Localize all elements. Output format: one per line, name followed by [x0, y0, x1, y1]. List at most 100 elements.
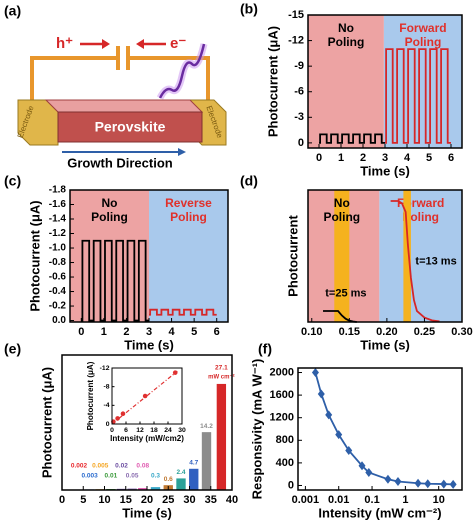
x-tick-label: 18	[150, 427, 158, 434]
x-tick-label: 40	[226, 494, 238, 506]
y-axis-label: Responsivity (mA W⁻¹)	[249, 359, 264, 500]
series-line	[319, 133, 385, 144]
x-tick-label: 3	[382, 152, 388, 164]
x-axis-label: Time (s)	[122, 505, 172, 520]
y-tick-label: 2000	[270, 366, 294, 378]
marker	[311, 368, 319, 378]
panel-label: (e)	[4, 341, 21, 357]
marker	[325, 410, 333, 420]
region-label: No	[102, 196, 118, 210]
panel-label: (f)	[258, 341, 272, 357]
annotation: t=13 ms	[415, 255, 456, 267]
x-tick-label: 0.25	[414, 326, 435, 338]
x-tick-label: 24	[164, 427, 172, 434]
y-tick-label: -8	[103, 383, 109, 390]
panel-label: (d)	[240, 173, 258, 189]
series-line	[81, 239, 149, 322]
marker	[120, 411, 126, 417]
x-axis-label: Time (s)	[360, 337, 410, 352]
x-tick-label: 5	[191, 326, 197, 338]
hole-label: h⁺	[56, 35, 73, 52]
region	[308, 15, 384, 148]
x-tick-label: 0.001	[292, 494, 320, 506]
marker	[440, 479, 448, 489]
x-tick-label: 0.10	[301, 326, 322, 338]
arrow-head	[136, 39, 144, 49]
y-tick-label: -4	[103, 402, 109, 409]
x-tick-label: 4	[404, 152, 411, 164]
bar	[150, 487, 161, 490]
y-tick-label: 0	[288, 479, 294, 491]
arrow-head	[102, 39, 110, 49]
y-tick-label: 1200	[270, 412, 294, 424]
x-tick-label: 3	[146, 326, 152, 338]
region-label: Poling	[328, 35, 365, 49]
region-label: Reverse	[165, 196, 212, 210]
y-tick-label: -0.6	[49, 272, 67, 283]
y-tick-label: 0.0	[52, 315, 66, 326]
wire	[30, 56, 210, 105]
x-tick-label: 2	[123, 326, 129, 338]
region	[334, 190, 350, 322]
intensity-label: 0.6	[164, 476, 173, 483]
series-line	[385, 48, 451, 144]
y-tick-label: -12	[100, 365, 110, 372]
marker	[365, 467, 373, 477]
intensity-label: 4.7	[189, 460, 198, 467]
series-line	[149, 308, 217, 316]
x-tick-label: 10	[98, 494, 110, 506]
x-tick-label: 0.20	[376, 326, 397, 338]
y-tick-label: -6	[294, 86, 304, 98]
slab-front	[57, 111, 203, 143]
intensity-label: 0.02	[115, 463, 128, 470]
x-tick-label: 6	[448, 152, 454, 164]
x-tick-label: 1	[338, 152, 344, 164]
y-tick-label: -9	[294, 60, 304, 72]
y-tick-label: -12	[288, 34, 304, 46]
x-tick-label: 10	[433, 494, 445, 506]
plot-frame	[111, 367, 183, 425]
y-tick-label: -0.4	[49, 286, 67, 297]
marker	[142, 393, 148, 399]
light-wave	[158, 43, 206, 99]
intensity-label: 0.005	[92, 463, 109, 470]
intensity-label: 0.3	[151, 473, 160, 480]
panel-label: (b)	[240, 1, 258, 17]
marker	[345, 445, 353, 455]
y-axis-label: Photocurrent	[285, 215, 300, 297]
y-tick-label: 1600	[270, 389, 294, 401]
y-tick-label: 800	[276, 434, 294, 446]
marker	[115, 416, 120, 421]
region	[149, 190, 228, 322]
x-axis-label: Time (s)	[124, 337, 174, 352]
region-label: Poling	[170, 210, 207, 224]
x-tick-label: 15	[120, 494, 132, 506]
bar	[189, 468, 199, 490]
region	[403, 190, 411, 322]
y-axis-label: Photocurrent (μA)	[27, 200, 42, 311]
intensity-label: 0.002	[71, 463, 88, 470]
y-tick-label: -1.2	[49, 228, 67, 239]
x-axis-label: Time (s)	[360, 163, 410, 178]
series-line	[111, 370, 178, 425]
y-tick-label: 0	[106, 421, 110, 428]
region-label: Poling	[402, 210, 439, 224]
y-axis-label: Photocurrent (μA)	[86, 361, 95, 430]
x-axis-label: Intensity (mW cm⁻²)	[318, 505, 441, 520]
x-tick-label: 1	[101, 326, 107, 338]
marker	[384, 474, 392, 484]
bar	[216, 383, 227, 490]
x-tick-label: 0.1	[364, 494, 379, 506]
y-tick-label: -1.4	[49, 214, 67, 225]
marker	[424, 479, 432, 489]
marker	[449, 479, 457, 489]
y-tick-label: -15	[288, 9, 304, 21]
region	[379, 190, 462, 322]
region-label: Forward	[399, 21, 446, 35]
x-tick-label: 2	[360, 152, 366, 164]
x-axis-label: Intensity (mW/cm2)	[110, 434, 184, 443]
diagram: (a) h⁺ e⁻ Electrode Electrode Perovskite…	[4, 3, 227, 170]
x-tick-label: 6	[214, 326, 220, 338]
intensity-label: 0.05	[126, 473, 139, 480]
